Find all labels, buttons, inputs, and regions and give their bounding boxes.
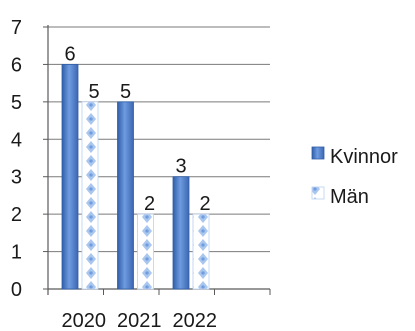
bar-m-n-2022 bbox=[192, 213, 210, 290]
y-tick-label-5: 5 bbox=[11, 92, 22, 114]
data-label-kvinnor-2021: 5 bbox=[120, 81, 131, 103]
legend-label-m-n: Män bbox=[330, 186, 369, 208]
bar-kvinnor-2021 bbox=[117, 101, 134, 290]
y-tick-label-0: 0 bbox=[11, 279, 22, 301]
bar-kvinnor-2020 bbox=[61, 64, 79, 290]
bar-m-n-2020 bbox=[81, 101, 99, 290]
gridlines bbox=[48, 26, 270, 253]
bars bbox=[61, 64, 210, 290]
data-label-kvinnor-2020: 6 bbox=[64, 43, 75, 65]
bar-m-n-2021 bbox=[137, 213, 154, 290]
y-tick-label-6: 6 bbox=[11, 54, 22, 76]
x-tick-label-2022: 2022 bbox=[173, 310, 218, 331]
legend-label-kvinnor: Kvinnor bbox=[330, 146, 398, 168]
legend-swatch-m-n bbox=[311, 186, 325, 200]
y-tick-label-3: 3 bbox=[11, 167, 22, 189]
x-tick-label-2020: 2020 bbox=[62, 310, 107, 331]
legend-swatch-kvinnor bbox=[311, 146, 325, 160]
y-tick-label-2: 2 bbox=[11, 204, 22, 226]
y-tick-label-1: 1 bbox=[11, 242, 22, 264]
data-label-m-n-2021: 2 bbox=[144, 193, 155, 215]
data-label-m-n-2020: 5 bbox=[88, 81, 99, 103]
y-tick-label-4: 4 bbox=[11, 129, 22, 151]
data-label-kvinnor-2022: 3 bbox=[175, 156, 186, 178]
bar-kvinnor-2022 bbox=[172, 176, 190, 290]
y-tick-label-7: 7 bbox=[11, 17, 22, 39]
legend: Kvinnor Män bbox=[311, 146, 398, 208]
x-tick-label-2021: 2021 bbox=[117, 310, 162, 331]
data-label-m-n-2022: 2 bbox=[199, 193, 210, 215]
